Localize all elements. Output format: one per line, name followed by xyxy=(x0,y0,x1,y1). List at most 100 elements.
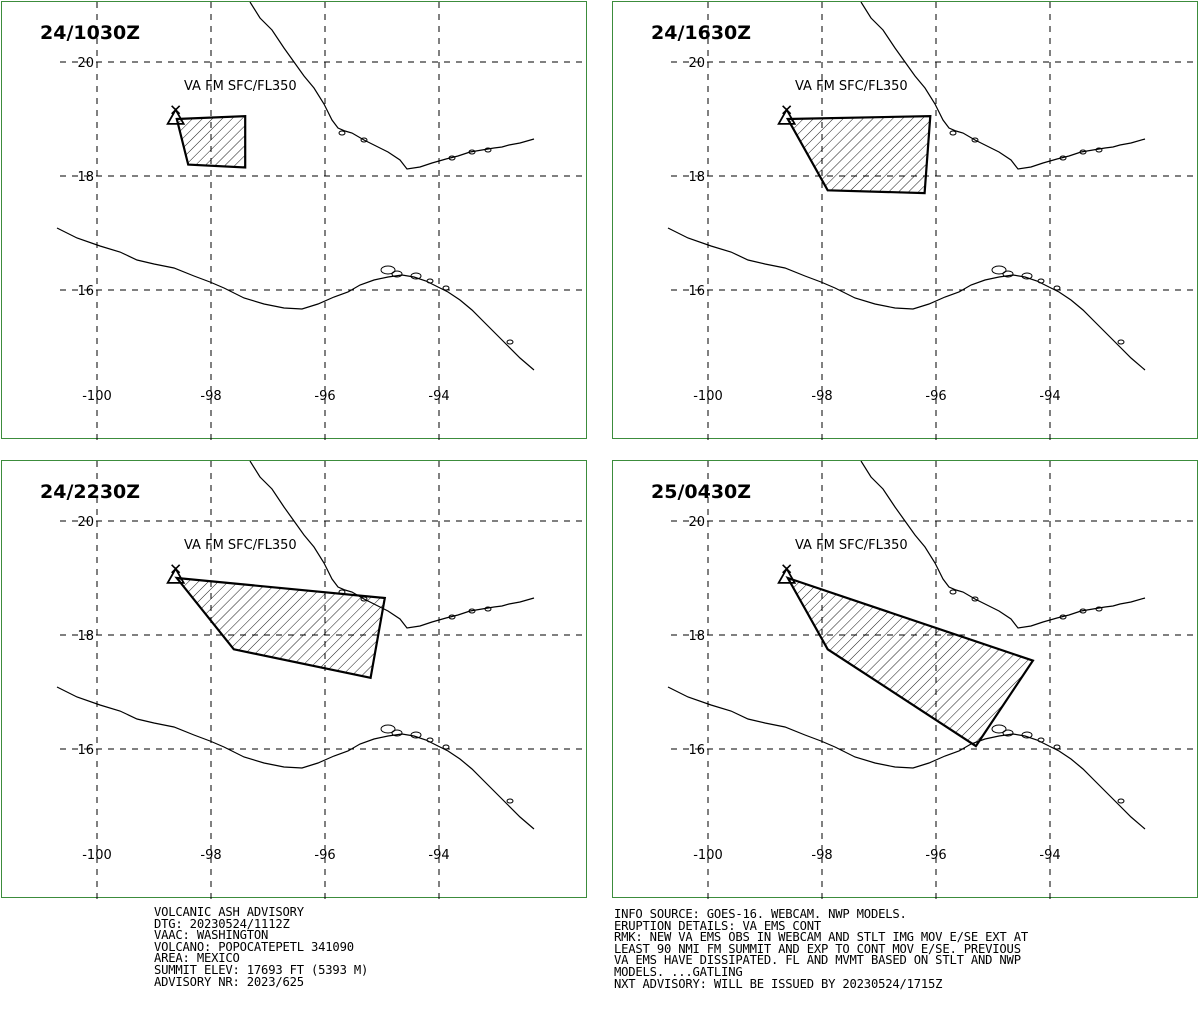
latitude-tick-label: 18 xyxy=(77,629,94,644)
advisory-header-block: VOLCANIC ASH ADVISORY DTG: 20230524/1112… xyxy=(154,905,369,989)
island-outline xyxy=(1002,270,1014,278)
island-outline xyxy=(442,744,450,750)
info-line: VA EMS HAVE DISSIPATED. FL AND MVMT BASE… xyxy=(614,953,1021,968)
longitude-tick-label: -100 xyxy=(82,848,112,863)
advisory-line: ADVISORY NR: 2023/625 xyxy=(154,974,304,989)
island-outline xyxy=(506,339,514,345)
island-outline xyxy=(1095,147,1103,153)
latitude-tick-label: 18 xyxy=(688,629,705,644)
island-outline xyxy=(1079,608,1087,614)
map-canvas: -100 -98 -96 -94 20 18 16 VA FM SFC/FL350 xyxy=(667,2,1199,440)
info-line: INFO SOURCE: GOES-16. WEBCAM. NWP MODELS… xyxy=(614,907,907,921)
island-outline xyxy=(484,606,492,612)
island-outline xyxy=(468,149,476,155)
longitude-tick-label: -96 xyxy=(925,848,946,863)
longitude-tick-label: -94 xyxy=(1039,389,1060,404)
longitude-tick-label: -98 xyxy=(200,389,221,404)
north-coastline xyxy=(860,2,1146,170)
ash-cloud-polygon xyxy=(785,576,1035,748)
island-outline xyxy=(1095,606,1103,612)
island-outline xyxy=(1059,155,1067,161)
forecast-time-label: 24/1630Z xyxy=(651,22,752,44)
longitude-tick-label: -98 xyxy=(811,389,832,404)
island-outline xyxy=(1053,744,1061,750)
longitude-tick-label: -94 xyxy=(1039,848,1060,863)
island-outline xyxy=(1079,149,1087,155)
south-coastline xyxy=(667,686,1146,830)
south-coastline xyxy=(56,227,535,371)
island-outline xyxy=(380,724,396,734)
north-coastline xyxy=(249,2,535,170)
island-outline xyxy=(1059,614,1067,620)
graticule-grid xyxy=(671,2,1199,440)
latitude-tick-label: 20 xyxy=(77,56,94,71)
longitude-tick-label: -96 xyxy=(925,389,946,404)
forecast-time-label: 24/1030Z xyxy=(40,22,141,44)
advisory-info-block: INFO SOURCE: GOES-16. WEBCAM. NWP MODELS… xyxy=(614,907,1028,991)
island-outline xyxy=(391,270,403,278)
latitude-tick-label: 16 xyxy=(688,284,705,299)
island-outline xyxy=(991,265,1007,275)
advisory-line: AREA: MEXICO xyxy=(154,951,240,966)
longitude-tick-label: -94 xyxy=(428,848,449,863)
map-panel-2: -100 -98 -96 -94 20 18 16 VA FM SFC/FL350 24/16… xyxy=(612,1,1199,440)
longitude-tick-label: -96 xyxy=(314,389,335,404)
ash-cloud-polygon xyxy=(174,576,387,680)
island-outline xyxy=(1021,272,1033,280)
south-coastline xyxy=(56,686,535,830)
map-canvas: -100 -98 -96 -94 20 18 16 VA FM SFC/FL350 xyxy=(56,2,588,440)
island-outline xyxy=(410,731,422,739)
map-panel-1: -100 -98 -96 -94 20 18 16 VA FM SFC/FL350 24/10… xyxy=(1,1,588,440)
island-outline xyxy=(484,147,492,153)
advisory-line: VOLCANIC ASH ADVISORY xyxy=(154,905,304,919)
island-outline xyxy=(410,272,422,280)
longitude-tick-label: -94 xyxy=(428,389,449,404)
ash-cloud-polygon xyxy=(175,114,247,169)
island-outline xyxy=(1117,339,1125,345)
graticule-grid xyxy=(60,461,588,899)
map-panel-4: -100 -98 -96 -94 20 18 16 VA FM SFC/FL350 25/04… xyxy=(612,460,1199,899)
island-outline xyxy=(949,589,957,595)
longitude-tick-label: -96 xyxy=(314,848,335,863)
info-line: MODELS. ...GATLING xyxy=(614,964,743,979)
island-outline xyxy=(426,278,434,284)
map-panel-3: -100 -98 -96 -94 20 18 16 VA FM SFC/FL350 24/22… xyxy=(1,460,588,899)
island-outline xyxy=(506,798,514,804)
flight-level-label: VA FM SFC/FL350 xyxy=(795,79,908,94)
south-coastline xyxy=(667,227,1146,371)
island-outline xyxy=(391,729,403,737)
info-line: RMK: NEW VA EMS OBS IN WEBCAM AND STLT I… xyxy=(614,930,1028,945)
island-outline xyxy=(971,137,979,143)
volcano-triangle-icon xyxy=(777,564,797,584)
island-outline xyxy=(1021,731,1033,739)
island-outline xyxy=(971,596,979,602)
flight-level-label: VA FM SFC/FL350 xyxy=(184,79,297,94)
island-outline xyxy=(468,608,476,614)
north-coastline xyxy=(860,461,1146,629)
island-outline xyxy=(448,614,456,620)
advisory-line: VAAC: WASHINGTON xyxy=(154,928,269,943)
flight-level-label: VA FM SFC/FL350 xyxy=(184,538,297,553)
volcano-triangle-icon xyxy=(166,564,186,584)
info-line: ERUPTION DETAILS: VA EMS CONT xyxy=(614,918,821,933)
longitude-tick-label: -100 xyxy=(693,848,723,863)
latitude-tick-label: 20 xyxy=(688,56,705,71)
forecast-time-label: 25/0430Z xyxy=(651,481,752,503)
island-outline xyxy=(442,285,450,291)
latitude-tick-label: 16 xyxy=(77,284,94,299)
island-outline xyxy=(360,137,368,143)
island-outline xyxy=(380,265,396,275)
longitude-tick-label: -100 xyxy=(82,389,112,404)
longitude-tick-label: -100 xyxy=(693,389,723,404)
latitude-tick-label: 18 xyxy=(77,170,94,185)
island-outline xyxy=(949,130,957,136)
volcano-triangle-icon xyxy=(166,105,186,125)
volcano-triangle-icon xyxy=(777,105,797,125)
island-outline xyxy=(1117,798,1125,804)
advisory-line: SUMMIT ELEV: 17693 FT (5393 M) xyxy=(154,962,369,977)
island-outline xyxy=(1037,278,1045,284)
info-line: NXT ADVISORY: WILL BE ISSUED BY 20230524… xyxy=(614,976,943,991)
longitude-tick-label: -98 xyxy=(811,848,832,863)
island-outline xyxy=(1053,285,1061,291)
latitude-tick-label: 20 xyxy=(688,515,705,530)
